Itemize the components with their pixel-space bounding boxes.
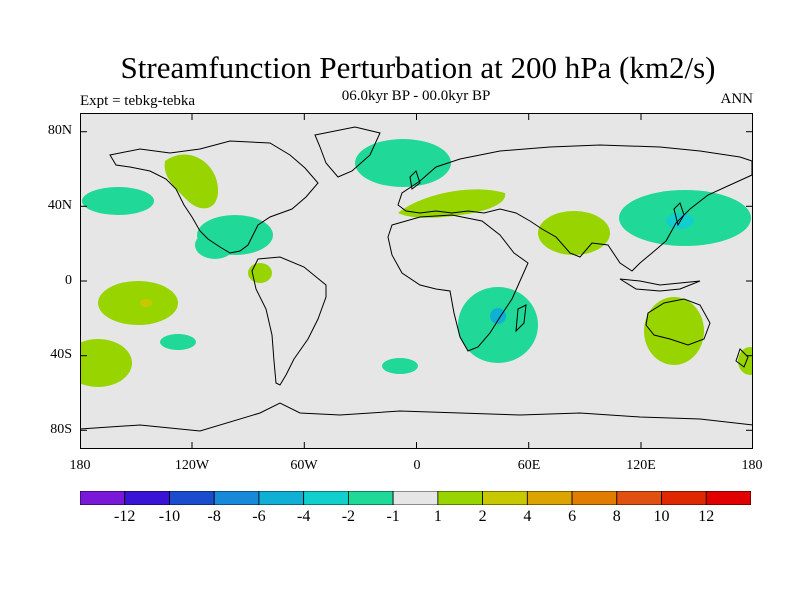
- anomaly-region: [355, 139, 451, 187]
- lon-label: 180: [741, 458, 763, 473]
- lat-label: 80N: [47, 123, 72, 138]
- coastline-antarctica: [80, 402, 753, 432]
- coastline-greenland: [314, 126, 381, 178]
- colorbar-label: 12: [698, 508, 715, 525]
- lat-label: 40S: [50, 347, 72, 362]
- colorbar-swatch: [571, 491, 618, 505]
- lon-label: 120W: [174, 458, 210, 473]
- colorbar-swatch: [661, 491, 707, 505]
- colorbar-swatch: [392, 491, 439, 505]
- streamfunction-map: [80, 113, 753, 449]
- negative-anomaly-fills: [82, 139, 751, 374]
- colorbar-label: 1: [433, 508, 442, 525]
- anomaly-region: [160, 334, 196, 350]
- colorbar-label: -6: [252, 508, 266, 525]
- coastline-north-america: [109, 140, 319, 254]
- colorbar-swatch: [616, 491, 662, 505]
- anomaly-region: [80, 339, 132, 387]
- colorbar-swatch: [169, 491, 215, 505]
- anomaly-region: [382, 358, 418, 374]
- colorbar-label: 8: [612, 508, 621, 525]
- colorbar-swatch: [213, 491, 260, 505]
- colorbar-swatch: [80, 491, 126, 505]
- lon-label: 120E: [626, 458, 656, 473]
- colorbar-label: 4: [523, 508, 532, 525]
- anomaly-region: [538, 211, 610, 255]
- colorbar-label: 10: [653, 508, 670, 525]
- anomaly-region: [82, 187, 154, 215]
- coastline-australia: [645, 298, 711, 346]
- anomaly-region: [164, 154, 219, 209]
- coastline-new-zealand: [735, 348, 749, 368]
- lon-label: 60E: [517, 458, 541, 473]
- colorbar-swatch: [124, 491, 170, 505]
- anomaly-region: [644, 297, 704, 365]
- colorbar-label: -8: [207, 508, 221, 525]
- lat-label: 40N: [47, 198, 72, 213]
- season-label: ANN: [720, 91, 754, 107]
- plot-subtitle: 06.0kyr BP - 00.0kyr BP: [341, 88, 491, 104]
- coastline-madagascar: [515, 304, 527, 333]
- lat-label: 0: [65, 273, 72, 288]
- anomaly-region: [195, 231, 235, 259]
- colorbar-label: -4: [296, 508, 311, 525]
- colorbar-label: -1: [386, 508, 400, 525]
- anomaly-region: [248, 263, 272, 283]
- axis-ticks: [80, 113, 753, 449]
- lat-label: 80S: [50, 422, 72, 437]
- colorbar-label: 6: [568, 508, 577, 525]
- positive-anomaly-fills: [80, 154, 753, 387]
- anomaly-region: [490, 308, 506, 324]
- colorbar-label: 2: [478, 508, 487, 525]
- colorbar-label: -2: [341, 508, 356, 525]
- lon-label: 180: [69, 458, 91, 473]
- anomaly-region: [140, 299, 152, 307]
- anomaly-region: [398, 189, 506, 218]
- coastlines: [80, 126, 753, 432]
- colorbar: [80, 491, 751, 505]
- colorbar-swatch: [347, 491, 394, 505]
- anomaly-region: [738, 347, 753, 375]
- lon-label: 60W: [290, 458, 318, 473]
- anomaly-region: [458, 287, 538, 363]
- colorbar-label: -10: [158, 508, 181, 525]
- experiment-label: Expt = tebkg-tebka: [80, 93, 196, 109]
- anomaly-region: [98, 281, 178, 325]
- coastline-eurasia: [397, 144, 753, 272]
- colorbar-swatch: [526, 491, 573, 505]
- colorbar-swatch: [482, 491, 528, 505]
- coastline-indonesia: [619, 278, 701, 292]
- colorbar-swatch: [437, 491, 483, 505]
- plot-title: Streamfunction Perturbation at 200 hPa (…: [120, 50, 716, 85]
- colorbar-swatch: [705, 491, 751, 505]
- lon-label: 0: [413, 458, 421, 473]
- coastline-uk: [409, 170, 421, 190]
- coastline-africa: [387, 214, 529, 352]
- colorbar-swatch: [258, 491, 305, 505]
- coastline-south-america: [251, 256, 327, 386]
- colorbar-swatch: [303, 491, 349, 505]
- coastline-japan: [673, 202, 685, 227]
- colorbar-label: -12: [114, 508, 136, 525]
